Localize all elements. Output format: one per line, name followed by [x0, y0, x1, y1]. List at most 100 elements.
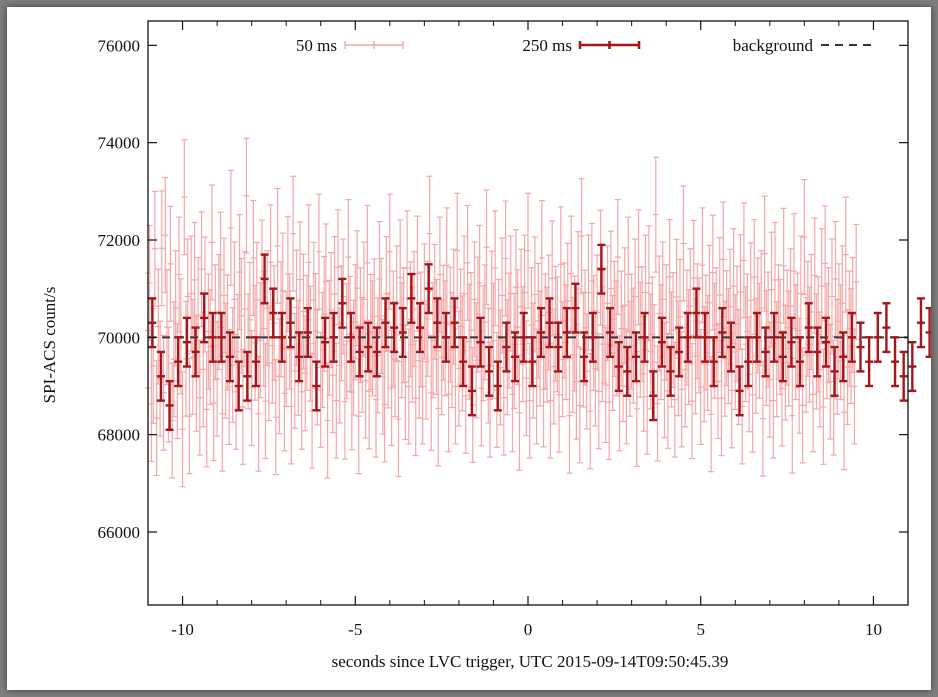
series-250ms-point: [787, 316, 796, 368]
x-tick-label: 5: [696, 620, 705, 639]
series-50ms-point: [818, 228, 825, 345]
y-tick-label: 70000: [98, 328, 141, 347]
series-50ms-point: [454, 192, 461, 309]
series-50ms-point: [758, 250, 765, 367]
series-50ms-point: [435, 350, 442, 467]
series-50ms-point: [186, 358, 193, 475]
series-250ms-point: [372, 326, 381, 378]
series-50ms-point: [288, 348, 295, 465]
series-50ms-point: [243, 137, 250, 254]
series-250ms-point: [208, 311, 217, 363]
series-50ms-point: [673, 238, 680, 355]
series-250ms-point: [830, 345, 839, 397]
series-250ms-point: [493, 360, 502, 412]
series-50ms-point: [614, 199, 621, 316]
series-250ms-point: [390, 302, 399, 354]
series-50ms-point: [535, 262, 542, 379]
series-250ms-point: [191, 326, 200, 378]
series-250ms-point: [865, 336, 874, 388]
series-250ms-point: [580, 331, 589, 383]
series-250ms-point: [536, 306, 545, 358]
series-50ms-point: [274, 187, 281, 304]
series-250ms-point: [485, 345, 494, 397]
series-250ms-point: [882, 302, 891, 354]
series-50ms-point: [227, 169, 234, 286]
series-250ms-point: [847, 311, 856, 363]
x-axis-title: seconds since LVC trigger, UTC 2015-09-1…: [332, 652, 729, 671]
series-250ms: [148, 243, 931, 431]
series-250ms-point: [528, 336, 537, 388]
series-50ms-point: [621, 247, 628, 364]
series-250ms-point: [217, 311, 226, 363]
series-50ms-point: [680, 185, 687, 302]
series-250ms-point: [770, 311, 779, 363]
series-50ms-point: [740, 202, 747, 319]
series-50ms-point: [654, 345, 661, 462]
series-250ms-point: [200, 292, 209, 344]
series-50ms-point: [759, 360, 766, 477]
series-250ms-point: [519, 311, 528, 363]
series-50ms-point: [766, 321, 773, 438]
series-50ms-point: [709, 214, 716, 331]
series-250ms-point: [148, 297, 157, 349]
series-250ms-point: [916, 297, 925, 349]
series-50ms-point: [628, 273, 635, 390]
series-250ms-point: [243, 350, 252, 402]
series-250ms-point: [476, 316, 485, 368]
series-250ms-point: [355, 326, 364, 378]
series-250ms-point: [329, 311, 338, 363]
y-tick-label: 72000: [98, 231, 141, 250]
series-50ms-point: [492, 210, 499, 327]
series-250ms-point: [640, 311, 649, 363]
series-50ms-point: [630, 287, 637, 404]
series-50ms-point: [578, 178, 585, 295]
series-250ms-point: [364, 321, 373, 373]
series-250ms-point: [277, 311, 286, 363]
series-50ms-point: [853, 223, 860, 340]
series-50ms-point: [595, 333, 602, 450]
series-50ms-point: [395, 361, 402, 478]
series-50ms-point: [566, 357, 573, 474]
series-50ms-point: [378, 257, 385, 374]
series-250ms-point: [571, 282, 580, 334]
series-250ms-point: [692, 287, 701, 339]
series-50ms-point: [803, 296, 810, 413]
series-50ms-point: [385, 292, 392, 409]
series-50ms-point: [576, 347, 583, 464]
x-tick-label: -5: [348, 620, 362, 639]
series-250ms-point: [813, 326, 822, 378]
series-250ms-point: [614, 341, 623, 393]
series-250ms-point: [657, 316, 666, 368]
series-250ms-point: [908, 341, 917, 393]
series-50ms-point: [205, 273, 212, 390]
series-250ms-point: [675, 326, 684, 378]
series-50ms-point: [167, 205, 174, 322]
series-50ms-point: [801, 179, 808, 296]
series-50ms-point: [514, 269, 521, 386]
legend-50ms-label: 50 ms: [296, 36, 337, 55]
series-250ms-point: [321, 316, 330, 368]
series-50ms-point: [262, 343, 269, 460]
y-tick-label: 76000: [98, 36, 141, 55]
series-50ms-point: [720, 201, 727, 318]
series-250ms-point: [701, 311, 710, 363]
series-250ms-point: [312, 360, 321, 412]
legend: 50 ms 250 ms background: [296, 36, 873, 55]
series-250ms-point: [683, 311, 692, 363]
series-250ms-point: [891, 336, 900, 388]
series-250ms-point: [606, 306, 615, 358]
series-250ms-point: [441, 311, 450, 363]
series-250ms-point: [398, 306, 407, 358]
series-250ms-point: [338, 277, 347, 329]
series-50ms-point: [335, 209, 341, 326]
series-250ms-point: [251, 336, 260, 388]
series-50ms-point: [652, 156, 659, 273]
series-250ms-point: [545, 297, 554, 349]
series-250ms-point: [804, 302, 813, 354]
series-250ms-point: [666, 345, 675, 397]
series-250ms-point: [925, 306, 931, 358]
series-50ms-point: [730, 228, 737, 345]
series-250ms-point: [226, 331, 235, 383]
series-250ms-point: [623, 345, 632, 397]
